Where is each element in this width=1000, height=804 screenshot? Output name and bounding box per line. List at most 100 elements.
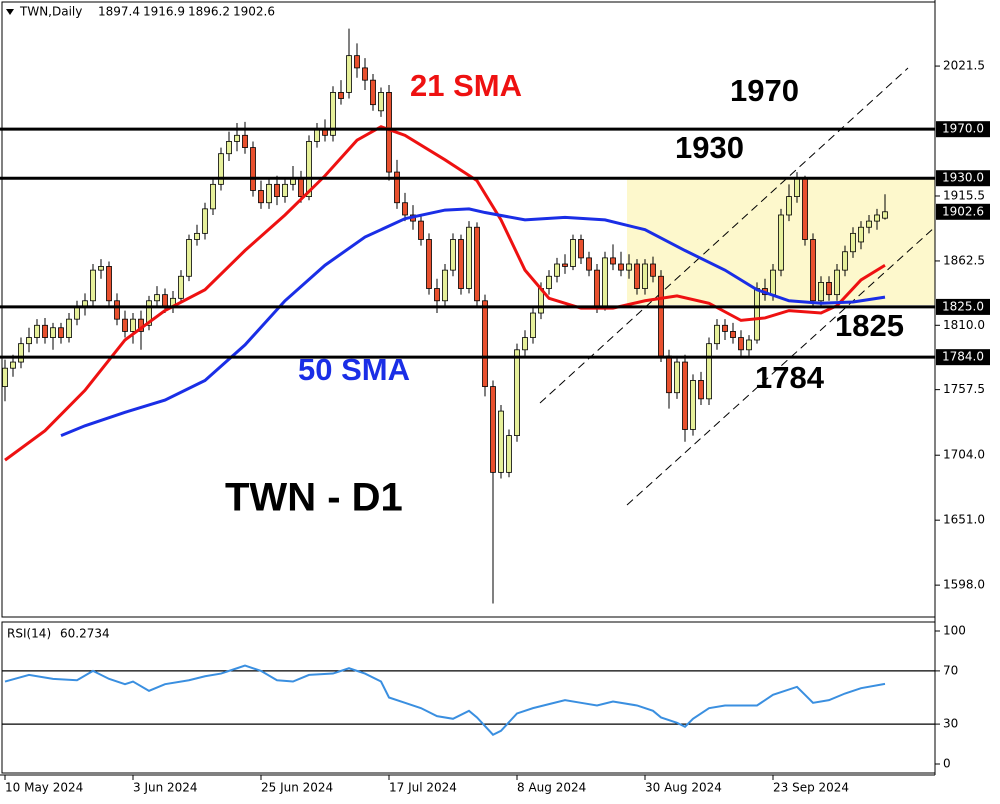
candle-body — [306, 141, 312, 197]
y-tick-label: 1704.0 — [943, 448, 985, 462]
level-annotation: 1930 — [675, 130, 744, 165]
chart-title: TWN,Daily — [19, 5, 82, 19]
candle-body — [698, 380, 704, 400]
candle-body — [874, 214, 880, 222]
candle-body — [18, 343, 24, 363]
sma-line — [4, 125, 886, 462]
candle-body — [154, 294, 160, 302]
candle-body — [434, 288, 440, 302]
candle-body — [506, 435, 512, 473]
ohlc-open: 1897.4 — [98, 5, 140, 19]
candle-body — [90, 269, 96, 302]
candle-body — [298, 177, 304, 197]
candle-body — [362, 67, 368, 81]
level-label: 1784.0 — [942, 350, 984, 364]
candle-body — [570, 239, 576, 267]
candle-body — [866, 220, 872, 228]
menu-icon — [6, 9, 14, 15]
candle-body — [226, 141, 232, 155]
candle-body — [426, 239, 432, 289]
y-tick-label: 1651.0 — [943, 513, 985, 527]
candle-body — [530, 312, 536, 338]
candle-body — [450, 239, 456, 271]
rsi-tick-label: 0 — [943, 757, 951, 771]
candle-body — [794, 177, 800, 197]
candle-body — [130, 318, 136, 332]
candle-body — [722, 324, 728, 332]
candle-body — [10, 361, 16, 369]
candle-body — [234, 134, 240, 142]
candle-body — [458, 239, 464, 289]
candle-body — [466, 226, 472, 289]
level-annotation: 1784 — [755, 360, 825, 395]
candle-body — [594, 269, 600, 308]
level-label-box — [936, 298, 990, 315]
candle-body — [778, 214, 784, 271]
candle-body — [146, 300, 152, 326]
candle-body — [634, 263, 640, 289]
candle-body — [98, 266, 104, 271]
candle-body — [770, 269, 776, 296]
plot — [2, 28, 888, 604]
candle-body — [498, 410, 504, 473]
level-label-box — [936, 121, 990, 138]
candle-body — [242, 134, 248, 148]
price-label-box — [936, 203, 990, 220]
candle-body — [834, 269, 840, 296]
candle-body — [74, 306, 80, 320]
candle-body — [418, 220, 424, 240]
candle-body — [522, 337, 528, 351]
x-tick-label: 25 Jun 2024 — [261, 781, 333, 795]
candle-body — [682, 361, 688, 430]
candle-body — [626, 263, 632, 271]
candle-body — [730, 331, 736, 338]
candle-body — [858, 226, 864, 243]
candle-body — [346, 55, 352, 93]
candle-body — [578, 239, 584, 259]
candle-body — [186, 239, 192, 277]
candle-body — [562, 263, 568, 267]
candle-body — [178, 275, 184, 299]
ohlc-close: 1902.6 — [233, 5, 275, 19]
candle-body — [194, 232, 200, 240]
candle-body — [642, 263, 648, 289]
candle-body — [34, 324, 40, 338]
candle-body — [386, 92, 392, 173]
level-annotation: 1970 — [730, 73, 799, 108]
candle-body — [354, 55, 360, 69]
candle-body — [122, 318, 128, 332]
candle-body — [314, 128, 320, 142]
y-tick-label: 2021.5 — [943, 59, 985, 73]
channel-lower — [626, 226, 936, 506]
ohlc-low: 1896.2 — [188, 5, 230, 19]
x-tick-label: 10 May 2024 — [5, 781, 83, 795]
candle-body — [666, 355, 672, 394]
sma-line — [60, 207, 886, 437]
candle-body — [746, 339, 752, 351]
candle-body — [786, 196, 792, 216]
candle-body — [114, 300, 120, 320]
candle-body — [490, 386, 496, 473]
y-tick-label: 1598.0 — [943, 578, 985, 592]
candle-body — [738, 337, 744, 351]
candle-body — [378, 92, 384, 112]
candle-body — [370, 79, 376, 106]
candle-body — [266, 183, 272, 204]
rsi-title: RSI(14) — [7, 627, 51, 641]
x-tick-label: 23 Sep 2024 — [773, 781, 849, 795]
candle-body — [26, 337, 32, 345]
candle-body — [106, 266, 112, 302]
rsi-tick-label: 100 — [943, 624, 966, 638]
candle-body — [882, 211, 888, 219]
candle-body — [2, 367, 8, 387]
ohlc-high: 1916.9 — [143, 5, 185, 19]
candle-body — [554, 263, 560, 277]
level-label-box — [936, 170, 990, 187]
candle-body — [162, 294, 168, 308]
sma-label: 21 SMA — [410, 68, 522, 103]
candle-body — [546, 275, 552, 289]
candle-body — [818, 281, 824, 302]
candle-body — [330, 92, 336, 136]
